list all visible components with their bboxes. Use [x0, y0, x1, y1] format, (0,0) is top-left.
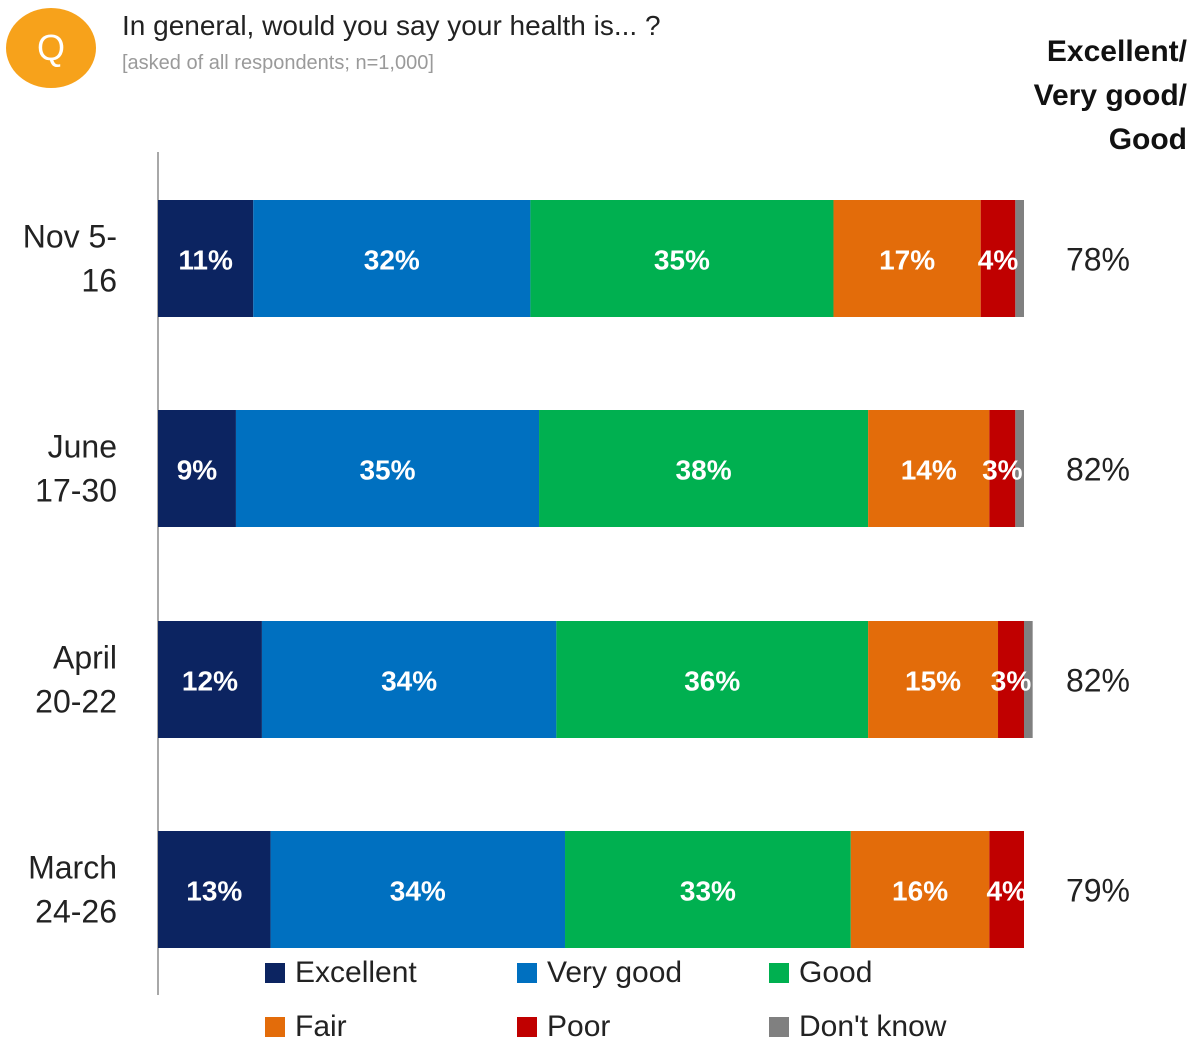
- data-label: 36%: [684, 666, 740, 697]
- bar-segment: [989, 410, 1016, 527]
- net-value: 78%: [1066, 242, 1130, 278]
- legend-item: Don't know: [769, 1009, 1005, 1045]
- bar-segment: [1024, 621, 1033, 738]
- data-label: 3%: [982, 455, 1023, 486]
- legend-label: Very good: [547, 956, 683, 989]
- question-text: In general, would you say your health is…: [122, 10, 661, 41]
- data-label: 12%: [182, 666, 238, 697]
- data-label: 9%: [177, 455, 218, 486]
- data-label: 38%: [676, 455, 732, 486]
- legend-label: Excellent: [295, 956, 417, 989]
- data-label: 34%: [381, 666, 437, 697]
- data-label: 11%: [178, 245, 233, 276]
- net-value: 82%: [1066, 452, 1130, 488]
- category-label: 24-26: [35, 894, 117, 930]
- chart-legend: Excellent Very good Good Fair Poor Don't know: [265, 955, 1005, 1045]
- legend-item: Very good: [517, 955, 769, 991]
- legend-swatch: [769, 963, 789, 983]
- legend-item: Fair: [265, 1009, 517, 1045]
- bar-segment: [1015, 200, 1024, 317]
- bar-segment: [530, 200, 834, 317]
- bar-segment: [158, 200, 254, 317]
- legend-item: Good: [769, 955, 1005, 991]
- category-label: June: [48, 429, 117, 465]
- bar-segment: [556, 621, 869, 738]
- question-badge-letter: Q: [36, 27, 65, 68]
- bar-segment: [833, 200, 981, 317]
- bar-segment: [539, 410, 869, 527]
- bar-segment: [158, 621, 262, 738]
- bar-segment: [868, 410, 990, 527]
- data-label: 4%: [978, 245, 1019, 276]
- bar-segment: [261, 621, 557, 738]
- net-header-line-3: Good: [1108, 123, 1187, 156]
- data-label: 32%: [364, 245, 420, 276]
- legend-label: Poor: [547, 1010, 611, 1043]
- legend-swatch: [517, 963, 537, 983]
- net-column-header: Excellent/ Very good/ Good: [987, 30, 1187, 162]
- data-label: 34%: [390, 876, 446, 907]
- category-label: April: [53, 640, 117, 676]
- data-label: 35%: [654, 245, 710, 276]
- data-label: 14%: [901, 455, 957, 486]
- category-label: March: [28, 850, 117, 886]
- question-badge: Q: [6, 8, 96, 88]
- data-label: 35%: [359, 455, 415, 486]
- data-label: 13%: [186, 876, 242, 907]
- net-header-line-1: Excellent/: [1046, 35, 1187, 68]
- category-label: 17-30: [35, 473, 117, 509]
- category-label: 20-22: [35, 684, 117, 720]
- bar-segment: [980, 200, 1016, 317]
- legend-swatch: [517, 1017, 537, 1037]
- data-label: 17%: [879, 245, 935, 276]
- legend-swatch: [265, 963, 285, 983]
- bar-segment: [1015, 410, 1024, 527]
- bar-segment: [998, 621, 1024, 738]
- bar-segment: [565, 831, 851, 948]
- category-label: 16: [81, 263, 117, 299]
- bar-segment: [868, 621, 999, 738]
- bar-segment: [158, 831, 271, 948]
- net-value: 82%: [1066, 663, 1130, 699]
- data-label: 4%: [986, 876, 1027, 907]
- legend-item: Excellent: [265, 955, 517, 991]
- legend-swatch: [265, 1017, 285, 1037]
- bar-segment: [235, 410, 540, 527]
- bar-segment: [158, 410, 236, 527]
- bar-segment: [253, 200, 531, 317]
- legend-swatch: [769, 1017, 789, 1037]
- category-label: Nov 5-: [23, 219, 117, 255]
- legend-label: Don't know: [799, 1010, 947, 1043]
- bar-segment: [270, 831, 566, 948]
- legend-label: Fair: [295, 1010, 347, 1043]
- bar-segment: [850, 831, 990, 948]
- net-value: 79%: [1066, 873, 1130, 909]
- data-label: 15%: [905, 666, 961, 697]
- bar-segment: [989, 831, 1024, 948]
- legend-label: Good: [799, 956, 873, 989]
- data-label: 16%: [892, 876, 948, 907]
- question-note: [asked of all respondents; n=1,000]: [122, 52, 434, 74]
- data-label: 3%: [991, 666, 1032, 697]
- data-label: 33%: [680, 876, 736, 907]
- net-header-line-2: Very good/: [1033, 79, 1187, 112]
- legend-item: Poor: [517, 1009, 769, 1045]
